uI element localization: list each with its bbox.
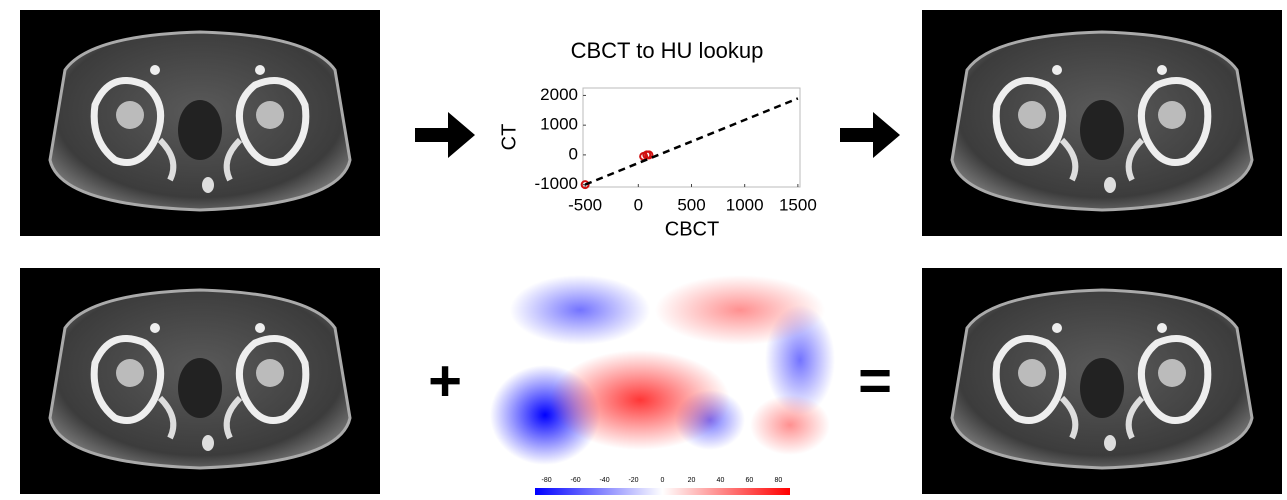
arrow [415, 112, 475, 158]
colorbar-tick-label: 40 [717, 477, 725, 484]
x-tick-label: 500 [677, 195, 705, 214]
colorbar-tick-label: 0 [661, 477, 665, 484]
ct-image [922, 10, 1282, 236]
colorbar-tick-label: -80 [542, 477, 552, 484]
chart-title: CBCT to HU lookup [571, 38, 764, 63]
y-tick-label: -1000 [535, 174, 578, 193]
figure: + = CBCT to HU lookup CBCT CT -500 0 500 10… [0, 0, 1287, 495]
colorbar-tick-label: -40 [599, 477, 609, 484]
operator: + [428, 348, 462, 413]
x-tick-label: 1500 [779, 195, 817, 214]
x-axis-label: CBCT [665, 218, 719, 240]
operator: = [858, 348, 892, 413]
ct-image [20, 268, 380, 494]
y-tick-label: 1000 [540, 115, 578, 134]
colorbar-tick-label: -60 [571, 477, 581, 484]
heatmap [490, 275, 835, 465]
ct-image [922, 268, 1282, 494]
colorbar [535, 488, 790, 495]
y-tick-label: 0 [569, 144, 578, 163]
fit-line [585, 98, 798, 184]
ct-image [20, 10, 380, 236]
x-tick-label: 1000 [726, 195, 764, 214]
colorbar-tick-label: 60 [746, 477, 754, 484]
colorbar-tick-label: 20 [688, 477, 696, 484]
colorbar-tick-label: -20 [628, 477, 638, 484]
x-tick-label: 0 [634, 195, 643, 214]
y-axis-label: CT [498, 124, 520, 151]
colorbar-tick-label: 80 [775, 477, 783, 484]
y-tick-label: 2000 [540, 85, 578, 104]
arrow [840, 112, 900, 158]
x-tick-label: -500 [568, 195, 602, 214]
plot-frame [583, 88, 800, 187]
